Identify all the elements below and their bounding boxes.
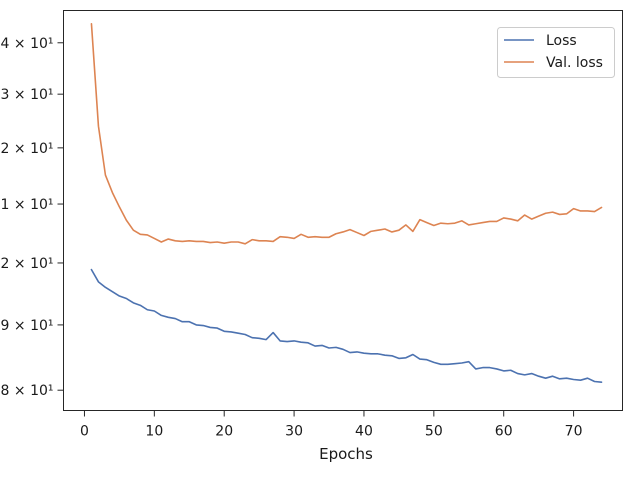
x-tick-label: 0 (80, 424, 89, 440)
x-tick-label: 20 (215, 424, 233, 440)
y-axis-ticks: .8 × 10¹ .9 × 10¹ 2 × 10¹ .1 × 10¹ .2 × 10¹.… (0, 36, 64, 399)
legend-label-val-loss: Val. loss (546, 55, 603, 71)
y-tick-label: .1 × 10¹ (0, 197, 54, 213)
series-lines (90, 22, 603, 383)
series-line-val-loss (90, 22, 603, 245)
y-tick-label: .2 × 10¹ (0, 141, 54, 157)
y-tick-label: .8 × 10¹ (0, 383, 54, 399)
x-tick-label: 10 (145, 424, 163, 440)
y-tick-label: 2 × 10¹ (1, 256, 54, 272)
x-axis-ticks: 0 10 20 30 40 50 60 70 (80, 410, 583, 440)
x-tick-label: 30 (285, 424, 303, 440)
x-tick-label: 40 (355, 424, 373, 440)
x-tick-label: 70 (565, 424, 583, 440)
x-tick-label: 50 (425, 424, 443, 440)
y-tick-label: .9 × 10¹ (0, 318, 54, 334)
x-axis-title: Epochs (319, 445, 373, 463)
y-tick-label: .3 × 10¹ (0, 87, 54, 103)
legend-label-loss: Loss (546, 33, 577, 49)
series-line-loss (90, 268, 603, 383)
legend: Loss Val. loss (497, 27, 615, 78)
x-tick-label: 60 (495, 424, 513, 440)
y-tick-label: .4 × 10¹ (0, 36, 54, 52)
